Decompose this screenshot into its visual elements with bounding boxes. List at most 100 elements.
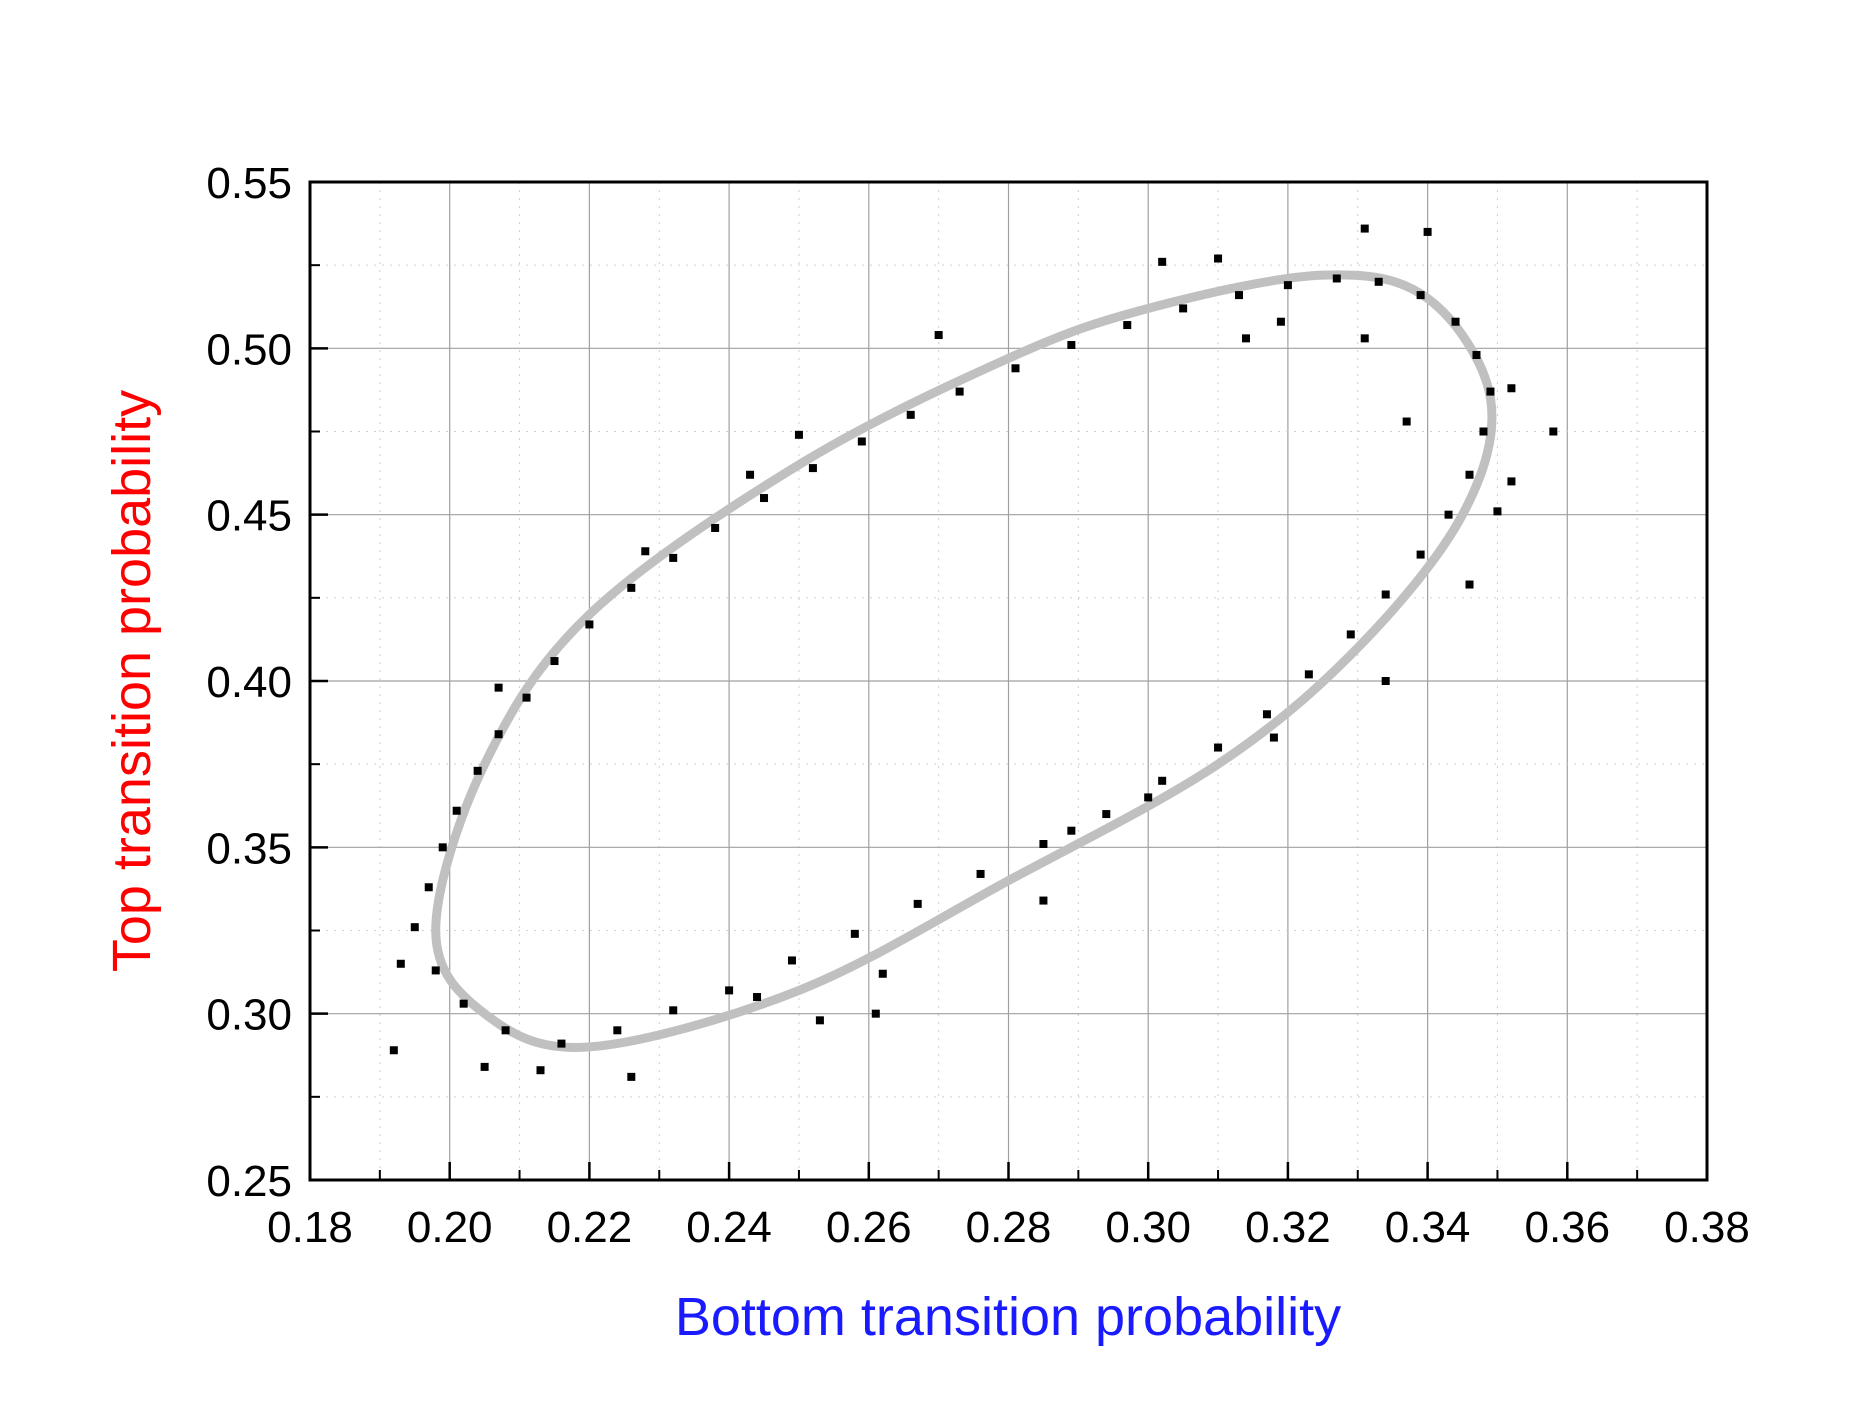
x-tick-label: 0.20: [407, 1203, 493, 1252]
data-point: [955, 387, 964, 396]
y-tick-label: 0.55: [206, 159, 292, 208]
data-point: [1158, 776, 1167, 785]
x-tick-label: 0.26: [826, 1203, 912, 1252]
data-point: [1374, 277, 1383, 286]
data-point: [871, 1009, 880, 1018]
grid-lines: [310, 182, 1707, 1180]
data-point: [857, 437, 866, 446]
x-tick-label: 0.22: [547, 1203, 633, 1252]
data-point: [1039, 896, 1048, 905]
x-tick-label: 0.38: [1664, 1203, 1750, 1252]
data-point: [1011, 364, 1020, 373]
y-tick-label: 0.30: [206, 991, 292, 1040]
data-point: [1472, 350, 1481, 359]
data-point: [641, 547, 650, 556]
data-point: [550, 657, 559, 666]
data-point: [1276, 317, 1285, 326]
tick-labels: 0.18 0.20 0.22 0.24 0.26 0.28 0.30 0.32 0.34 0.36…: [206, 159, 1749, 1252]
data-point: [452, 806, 461, 815]
data-point: [438, 843, 447, 852]
data-point: [1067, 341, 1076, 350]
data-point: [1360, 224, 1369, 233]
data-point: [1507, 477, 1516, 486]
y-tick-label: 0.25: [206, 1157, 292, 1206]
data-point: [850, 929, 859, 938]
data-point: [536, 1066, 545, 1075]
data-point: [585, 620, 594, 629]
data-point: [389, 1046, 398, 1055]
data-point: [725, 986, 734, 995]
x-tick-label: 0.18: [267, 1203, 353, 1252]
data-point: [1102, 810, 1111, 819]
data-point: [1402, 417, 1411, 426]
y-tick-label: 0.45: [206, 492, 292, 541]
data-point: [1381, 590, 1390, 599]
data-point: [1479, 427, 1488, 436]
data-point: [1179, 304, 1188, 313]
fit-curve: [431, 270, 1497, 1052]
data-point: [1235, 291, 1244, 300]
data-point: [1039, 840, 1048, 849]
data-point: [906, 410, 915, 419]
data-point: [1465, 580, 1474, 589]
data-point: [711, 523, 720, 532]
data-point: [473, 766, 482, 775]
data-point: [431, 966, 440, 975]
fit-curve-group: [431, 270, 1497, 1052]
data-point: [746, 470, 755, 479]
data-point: [557, 1039, 566, 1048]
data-point: [753, 993, 762, 1002]
data-point: [760, 494, 769, 503]
data-point: [669, 1006, 678, 1015]
data-point: [1214, 254, 1223, 263]
data-point: [1423, 227, 1432, 236]
data-point: [1507, 384, 1516, 393]
data-point: [1304, 670, 1313, 679]
data-point: [627, 1072, 636, 1081]
data-point: [480, 1062, 489, 1071]
x-tick-label: 0.34: [1385, 1203, 1471, 1252]
x-tick-label: 0.36: [1524, 1203, 1610, 1252]
data-point: [1158, 257, 1167, 266]
data-point: [815, 1016, 824, 1025]
data-point: [1269, 733, 1278, 742]
data-point: [878, 969, 887, 978]
data-point: [794, 430, 803, 439]
data-point: [976, 869, 985, 878]
data-points: [389, 224, 1558, 1081]
data-point: [410, 923, 419, 932]
x-tick-label: 0.30: [1105, 1203, 1191, 1252]
data-point: [1283, 281, 1292, 290]
data-point: [1332, 274, 1341, 283]
axis-ticks: [308, 180, 1709, 1182]
data-point: [1144, 793, 1153, 802]
data-point: [787, 956, 796, 965]
data-point: [1486, 387, 1495, 396]
data-point: [913, 899, 922, 908]
x-tick-label: 0.32: [1245, 1203, 1331, 1252]
data-point: [1346, 630, 1355, 639]
data-point: [1262, 710, 1271, 719]
data-point: [1493, 507, 1502, 516]
data-point: [613, 1026, 622, 1035]
data-point: [494, 683, 503, 692]
data-point: [1549, 427, 1558, 436]
data-point: [1416, 550, 1425, 559]
data-point: [1214, 743, 1223, 752]
data-point: [459, 999, 468, 1008]
y-tick-label: 0.35: [206, 824, 292, 873]
data-point: [501, 1026, 510, 1035]
data-point: [669, 553, 678, 562]
data-point: [934, 331, 943, 340]
data-point: [1123, 321, 1132, 330]
data-point: [1465, 470, 1474, 479]
y-tick-label: 0.50: [206, 325, 292, 374]
data-point: [627, 583, 636, 592]
data-point: [1416, 291, 1425, 300]
data-point: [1067, 826, 1076, 835]
x-tick-label: 0.24: [686, 1203, 772, 1252]
y-tick-label: 0.40: [206, 658, 292, 707]
data-point: [1444, 510, 1453, 519]
data-point: [1360, 334, 1369, 343]
